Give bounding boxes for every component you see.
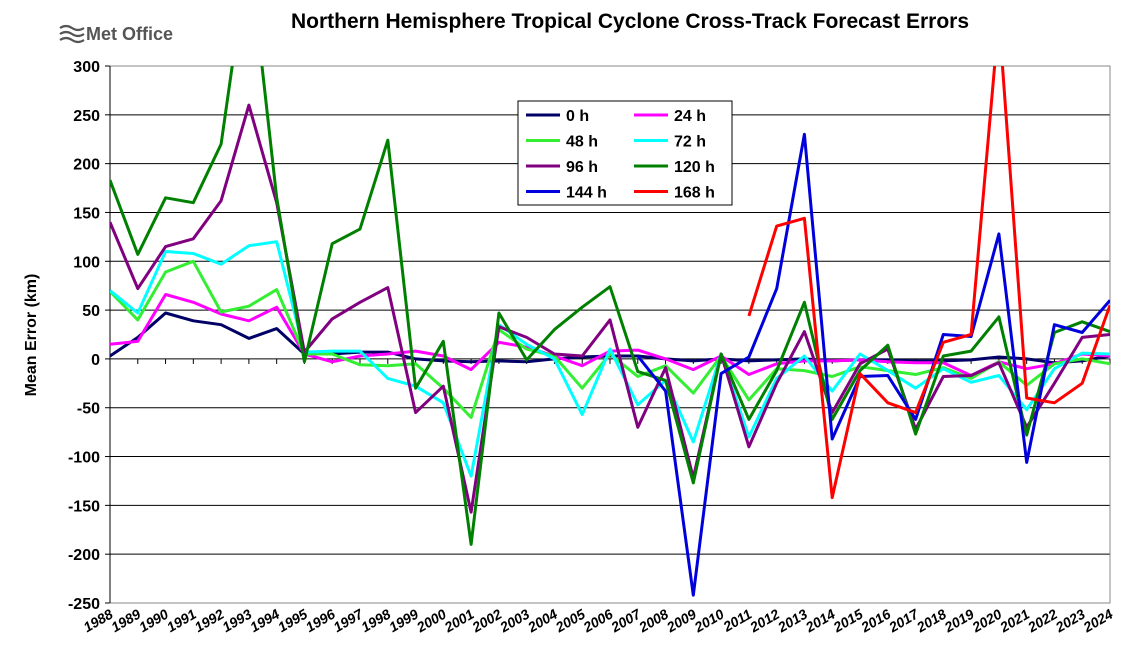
legend-label: 120 h [674,159,715,176]
logo-icon [59,24,85,44]
series-line [110,66,1110,546]
y-tick-label: 100 [73,254,100,271]
y-tick-label: 150 [73,205,100,222]
series-line [636,132,1110,597]
logo-text: Met Office [86,24,173,44]
y-tick-label: -200 [68,547,100,564]
y-tick-label: 0 [91,352,100,369]
legend-label: 24 h [674,108,706,125]
logo: Met Office [59,24,173,44]
y-tick-label: 300 [73,59,100,76]
y-tick-label: -50 [77,401,100,418]
series-line [747,66,1110,500]
y-tick-label: -250 [68,596,100,613]
legend-label: 48 h [566,134,598,151]
x-tick-label: 2024 [1080,606,1116,636]
y-tick-label: 200 [73,157,100,174]
y-axis-label: Mean Error (km) [23,274,40,397]
legend: 0 h 24 h 48 h 72 h 96 h 120 h 144 h 168 h [517,100,733,206]
legend-label: 96 h [566,159,598,176]
y-tick-label: -100 [68,450,100,467]
plot-lines [110,66,1110,597]
chart-title: Northern Hemisphere Tropical Cyclone Cro… [291,10,969,33]
legend-label: 0 h [566,108,589,125]
y-tick-label: -150 [68,498,100,515]
series-line [110,259,1110,419]
legend-label: 168 h [674,185,715,202]
y-tick-label: 250 [73,108,100,125]
legend-label: 72 h [674,134,706,151]
legend-label: 144 h [566,185,607,202]
series-line [110,240,1110,478]
y-tick-label: 50 [82,303,100,320]
legend-box [517,100,733,206]
